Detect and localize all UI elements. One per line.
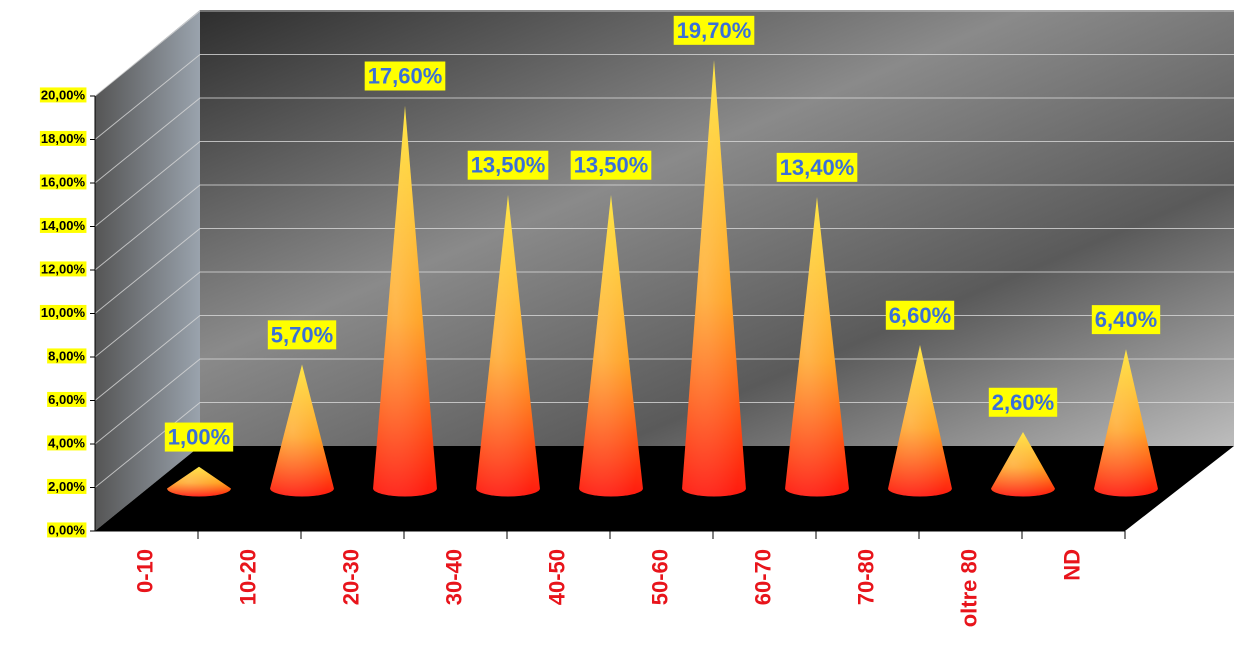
y-tick-label: 8,00% — [48, 348, 85, 363]
grid-line — [94, 141, 1234, 227]
grid-line — [94, 358, 1234, 445]
value-label: 17,60% — [368, 64, 443, 89]
value-label-bg — [1091, 305, 1161, 335]
value-label-bg — [164, 422, 234, 452]
value-label-bg — [776, 152, 858, 182]
floor — [95, 446, 1234, 531]
value-label: 5,70% — [271, 322, 333, 347]
value-label: 2,60% — [992, 390, 1054, 415]
y-tick-label-bg — [47, 478, 87, 494]
y-tick-label: 10,00% — [41, 305, 86, 320]
grid-line — [94, 97, 1234, 184]
y-tick-label-bg — [47, 348, 87, 364]
x-tick-label: 10-20 — [235, 549, 260, 605]
y-tick-label-bg — [47, 391, 87, 407]
y-tick-label-bg — [39, 87, 87, 103]
cone-shade — [373, 105, 437, 497]
value-label: 19,70% — [677, 18, 752, 43]
grid-line — [94, 271, 1234, 358]
x-tick-label: 0-10 — [132, 549, 157, 593]
grid — [94, 10, 1234, 488]
value-label-bg — [267, 320, 337, 350]
value-label-bg — [570, 150, 652, 180]
x-tick-label: 30-40 — [441, 549, 466, 605]
y-tick-label: 6,00% — [48, 392, 85, 407]
y-tick-label: 18,00% — [41, 131, 86, 146]
y-tick-label-bg — [39, 174, 87, 190]
marks — [167, 60, 1158, 497]
y-tick-label: 4,00% — [48, 435, 85, 450]
y-tick-label-bg — [47, 435, 87, 451]
x-tick-label: oltre 80 — [956, 549, 981, 627]
grid-line — [94, 10, 1234, 97]
y-tick-label: 12,00% — [41, 261, 86, 276]
y-tick-label: 0,00% — [48, 522, 85, 537]
cone-shade — [991, 431, 1055, 497]
y-tick-label: 16,00% — [41, 174, 86, 189]
y-tick-label: 14,00% — [41, 218, 86, 233]
x-tick-label: ND — [1059, 549, 1084, 581]
y-tick-label-bg — [39, 130, 87, 146]
x-tick-label: 70-80 — [853, 549, 878, 605]
value-label: 13,50% — [574, 153, 649, 178]
value-label: 6,40% — [1095, 307, 1157, 332]
grid-line — [94, 184, 1234, 271]
y-tick-label: 20,00% — [41, 87, 86, 102]
value-label-bg — [885, 300, 955, 330]
x-tick-label: 60-70 — [750, 549, 775, 605]
cone-shade — [785, 197, 849, 497]
y-tick-label-bg — [47, 522, 87, 538]
y-tick-label-bg — [39, 261, 87, 277]
cone-shade — [476, 194, 540, 497]
value-label: 1,00% — [168, 425, 230, 450]
cone-shade — [270, 364, 334, 497]
value-label-bg — [673, 15, 755, 45]
value-label-bg — [467, 150, 549, 180]
value-label: 13,40% — [780, 155, 855, 180]
x-tick-label: 20-30 — [338, 549, 363, 605]
cone-shade — [167, 466, 231, 497]
y-tick-label: 2,00% — [48, 479, 85, 494]
grid-line — [94, 402, 1234, 488]
grid-line — [94, 54, 1234, 140]
cone-shade — [579, 194, 643, 497]
value-label-bg — [364, 61, 446, 91]
y-tick-label-bg — [39, 304, 87, 320]
x-tick-label: 40-50 — [544, 549, 569, 605]
value-label: 13,50% — [471, 153, 546, 178]
value-label: 6,60% — [889, 303, 951, 328]
cone-shade — [682, 60, 746, 497]
grid-line — [94, 228, 1234, 314]
x-tick-label: 50-60 — [647, 549, 672, 605]
cone-shade — [1094, 349, 1158, 497]
value-label-bg — [988, 387, 1058, 417]
y-tick-label-bg — [39, 217, 87, 233]
cone-shade — [888, 344, 952, 497]
